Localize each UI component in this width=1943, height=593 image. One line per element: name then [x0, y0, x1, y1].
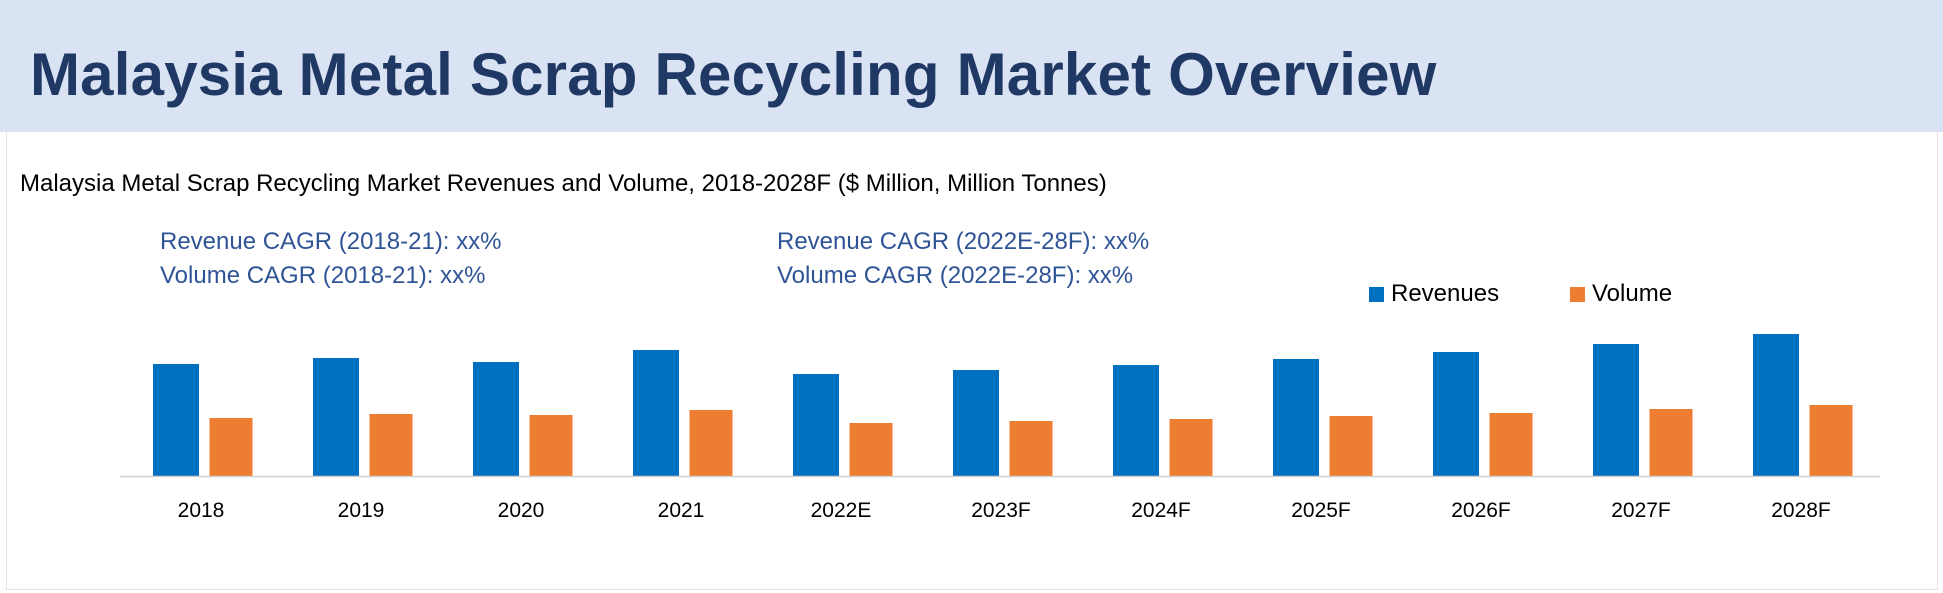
bar-volume-2028f [1809, 405, 1853, 476]
bar-volume-2023f [1009, 421, 1053, 476]
bar-revenues-2027f [1593, 344, 1639, 476]
legend-item-volume: Volume [1570, 280, 1672, 308]
x-tick-label-2021: 2021 [658, 499, 705, 522]
x-tick-label-2027f: 2027F [1611, 499, 1671, 522]
cagr-block-historical: Revenue CAGR (2018-21): xx% Volume CAGR … [160, 225, 501, 293]
revenue-cagr-historical: Revenue CAGR (2018-21): xx% [160, 228, 502, 255]
x-tick-label-2018: 2018 [178, 499, 225, 522]
legend-swatch-volume [1570, 286, 1585, 302]
revenue-cagr-forecast: Revenue CAGR (2022E-28F): xx% [777, 228, 1150, 255]
x-tick-label-2024f: 2024F [1131, 499, 1191, 522]
bar-volume-2027f [1649, 409, 1693, 476]
bar-volume-2025f [1329, 416, 1373, 476]
x-tick-label-2026f: 2026F [1451, 499, 1511, 522]
bar-volume-2019 [369, 414, 413, 476]
bar-volume-2020 [529, 415, 573, 476]
bar-revenues-2020 [473, 362, 519, 476]
x-tick-label-2028f: 2028F [1771, 499, 1831, 522]
bar-volume-2024f [1169, 419, 1213, 476]
bar-revenues-2028f [1753, 334, 1799, 476]
x-tick-label-2025f: 2025F [1291, 499, 1351, 522]
bar-volume-2026f [1489, 413, 1533, 476]
legend-label-volume: Volume [1592, 280, 1673, 307]
bar-volume-2018 [209, 418, 253, 476]
bar-volume-2022e [849, 423, 893, 476]
x-tick-label-2019: 2019 [338, 499, 385, 522]
title-banner: Malaysia Metal Scrap Recycling Market Ov… [0, 0, 1943, 132]
legend-label-revenues: Revenues [1391, 280, 1500, 307]
bar-revenues-2022e [793, 374, 839, 476]
x-tick-label-2022e: 2022E [811, 499, 872, 522]
volume-cagr-historical: Volume CAGR (2018-21): xx% [160, 262, 486, 289]
cagr-block-forecast: Revenue CAGR (2022E-28F): xx% Volume CAG… [777, 225, 1149, 293]
x-tick-label-2020: 2020 [498, 499, 545, 522]
legend-item-revenues: Revenues [1369, 280, 1499, 308]
volume-cagr-forecast: Volume CAGR (2022E-28F): xx% [777, 262, 1134, 289]
bar-revenues-2025f [1273, 359, 1319, 476]
legend-swatch-revenues [1369, 286, 1384, 302]
bar-volume-2021 [689, 410, 733, 476]
bar-revenues-2018 [153, 364, 199, 476]
bar-revenues-2021 [633, 350, 679, 476]
bar-revenues-2023f [953, 370, 999, 476]
bar-revenues-2019 [313, 358, 359, 476]
page-title: Malaysia Metal Scrap Recycling Market Ov… [30, 41, 1437, 108]
chart-subtitle: Malaysia Metal Scrap Recycling Market Re… [20, 170, 1107, 197]
x-tick-label-2023f: 2023F [971, 499, 1031, 522]
bar-revenues-2024f [1113, 365, 1159, 476]
bar-revenues-2026f [1433, 352, 1479, 476]
